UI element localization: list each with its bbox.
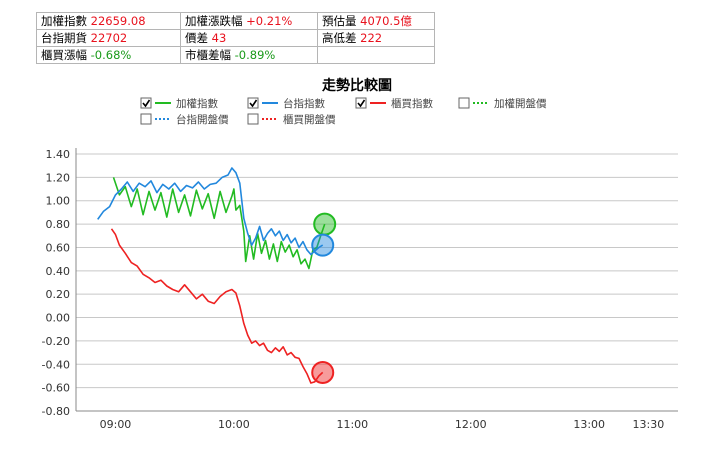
info-value: 22659.08 xyxy=(90,14,146,28)
plot-area xyxy=(97,167,337,384)
info-value: 43 xyxy=(211,31,227,45)
checkmark-icon xyxy=(142,99,151,108)
legend-checkbox[interactable] xyxy=(247,113,259,125)
series-line xyxy=(110,228,324,384)
x-tick-label: 13:00 xyxy=(573,418,605,431)
legend-label: 櫃買指數 xyxy=(391,97,433,110)
info-cell: 市櫃差幅 -0.89% xyxy=(180,46,318,64)
legend-checkbox[interactable] xyxy=(140,97,152,109)
checkmark-icon xyxy=(357,99,366,108)
y-tick-label: -0.60 xyxy=(42,382,70,395)
series-end-marker xyxy=(311,360,335,384)
y-tick-label: -0.40 xyxy=(42,358,70,371)
info-cell xyxy=(317,46,435,64)
x-tick-label: 13:30 xyxy=(633,418,665,431)
x-tick-label: 12:00 xyxy=(455,418,487,431)
info-cell: 加權漲跌幅 +0.21% xyxy=(180,12,318,30)
x-axis: 09:00 10:00 11:00 12:00 13:00 13:30 xyxy=(76,410,678,431)
chart-title: 走勢比較圖 xyxy=(322,77,392,94)
info-label: 高低差 xyxy=(322,31,357,45)
legend-label: 加權指數 xyxy=(176,97,218,110)
y-tick-label: 0.40 xyxy=(46,265,71,278)
info-label: 櫃買漲幅 xyxy=(41,48,87,62)
y-tick-label: 0.80 xyxy=(46,218,71,231)
info-label: 預估量 xyxy=(322,14,357,28)
info-value: 222 xyxy=(360,31,383,45)
legend-item[interactable]: 櫃買指數 xyxy=(355,97,433,110)
info-label: 市櫃差幅 xyxy=(185,48,231,62)
y-tick-label: 0.60 xyxy=(46,241,71,254)
checkmark-icon xyxy=(249,99,258,108)
legend-label: 台指指數 xyxy=(283,97,325,110)
info-value: -0.89% xyxy=(234,48,276,62)
y-tick-label: 1.40 xyxy=(46,148,71,161)
x-tick-label: 11:00 xyxy=(336,418,368,431)
y-axis: 1.40 1.20 1.00 0.80 0.60 0.40 0.20 0.00 -0.20 -0.… xyxy=(42,148,77,418)
quote-info-table: 加權指數 22659.08 加權漲跌幅 +0.21% 預估量 4070.5億 台… xyxy=(36,12,435,64)
series-line xyxy=(97,167,324,256)
info-cell: 櫃買漲幅 -0.68% xyxy=(36,46,181,64)
series-end-marker xyxy=(311,233,335,257)
info-cell: 加權指數 22659.08 xyxy=(36,12,181,30)
y-tick-label: 0.20 xyxy=(46,288,71,301)
info-value: +0.21% xyxy=(246,14,293,28)
y-tick-label: -0.20 xyxy=(42,335,70,348)
y-tick-label: 0.00 xyxy=(46,312,71,325)
y-tick-label: -0.80 xyxy=(42,405,70,418)
y-tick-label: 1.00 xyxy=(46,195,71,208)
x-tick-label: 09:00 xyxy=(100,418,132,431)
legend-item[interactable]: 加權指數 xyxy=(140,97,218,110)
legend-item[interactable]: 台指開盤價 xyxy=(140,113,229,126)
info-row: 櫃買漲幅 -0.68% 市櫃差幅 -0.89% xyxy=(36,46,435,64)
legend-label: 櫃買開盤價 xyxy=(283,113,336,126)
info-label: 價差 xyxy=(185,31,208,45)
legend-checkbox[interactable] xyxy=(458,97,470,109)
info-cell: 台指期貨 22702 xyxy=(36,29,181,47)
info-value: -0.68% xyxy=(90,48,132,62)
info-value: 22702 xyxy=(90,31,128,45)
info-label: 加權漲跌幅 xyxy=(185,14,243,28)
chart-grid xyxy=(76,153,678,412)
series-line xyxy=(112,177,326,270)
series-end-marker xyxy=(313,212,337,236)
legend-checkbox[interactable] xyxy=(355,97,367,109)
legend-item[interactable]: 櫃買開盤價 xyxy=(247,113,336,126)
legend-item[interactable]: 台指指數 xyxy=(247,97,325,110)
y-tick-label: 1.20 xyxy=(46,171,71,184)
info-value: 4070.5億 xyxy=(360,14,412,28)
legend-item[interactable]: 加權開盤價 xyxy=(458,97,547,110)
x-tick-label: 10:00 xyxy=(218,418,250,431)
info-label: 加權指數 xyxy=(41,14,87,28)
info-label: 台指期貨 xyxy=(41,31,87,45)
legend-label: 加權開盤價 xyxy=(494,97,547,110)
legend-checkbox[interactable] xyxy=(247,97,259,109)
legend-label: 台指開盤價 xyxy=(176,113,229,126)
legend-checkbox[interactable] xyxy=(140,113,152,125)
